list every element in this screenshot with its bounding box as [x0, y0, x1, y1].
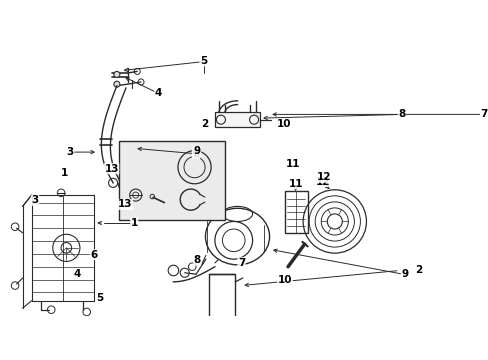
Text: 6: 6 — [90, 249, 98, 260]
Text: 13: 13 — [104, 164, 119, 174]
Bar — [285, 191, 307, 233]
Text: 2: 2 — [201, 120, 208, 129]
Text: 7: 7 — [237, 258, 244, 268]
Text: 10: 10 — [277, 275, 292, 284]
Text: 10: 10 — [276, 120, 290, 129]
Text: 6: 6 — [192, 149, 199, 159]
Circle shape — [114, 71, 120, 77]
Text: 3: 3 — [31, 195, 39, 205]
Text: 13: 13 — [118, 199, 132, 210]
Text: 3: 3 — [66, 147, 74, 157]
Text: 12: 12 — [317, 172, 331, 182]
Text: 5: 5 — [200, 56, 207, 66]
Text: 12: 12 — [315, 176, 329, 186]
Text: 4: 4 — [154, 88, 162, 98]
Bar — [214, 112, 260, 127]
Text: 9: 9 — [193, 147, 201, 157]
Text: 7: 7 — [479, 109, 487, 120]
Text: 2: 2 — [414, 265, 421, 275]
Circle shape — [114, 81, 120, 87]
Text: 1: 1 — [130, 218, 138, 228]
Text: 8: 8 — [193, 255, 201, 265]
Text: 4: 4 — [74, 269, 81, 279]
Text: 5: 5 — [96, 293, 103, 303]
Text: 9: 9 — [401, 269, 407, 279]
Bar — [208, 274, 235, 319]
Text: 8: 8 — [397, 109, 405, 120]
Bar — [119, 141, 224, 220]
Text: 11: 11 — [285, 159, 300, 169]
Text: 11: 11 — [288, 179, 302, 189]
Text: 1: 1 — [61, 168, 68, 178]
